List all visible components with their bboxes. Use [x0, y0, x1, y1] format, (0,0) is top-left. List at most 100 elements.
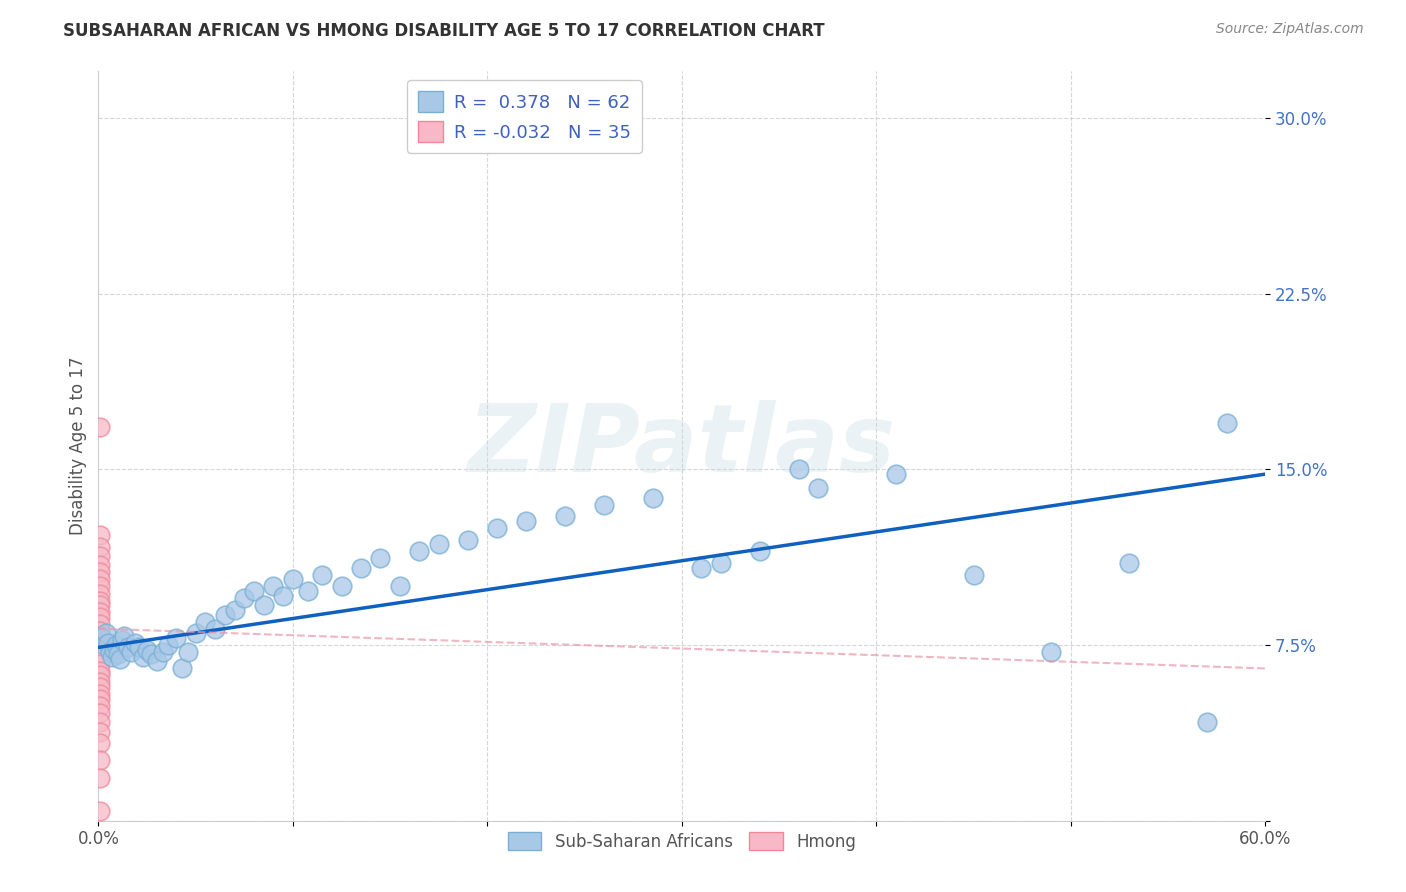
- Point: [194, 615, 217, 629]
- Point: [97, 635, 120, 649]
- Point: [457, 533, 479, 547]
- Point: [89, 706, 111, 720]
- Point: [121, 645, 143, 659]
- Point: [408, 544, 430, 558]
- Point: [89, 629, 111, 643]
- Point: [388, 580, 411, 594]
- Point: [101, 649, 124, 664]
- Point: [330, 580, 353, 594]
- Point: [89, 675, 111, 690]
- Point: [233, 591, 256, 606]
- Point: [152, 645, 174, 659]
- Y-axis label: Disability Age 5 to 17: Disability Age 5 to 17: [69, 357, 87, 535]
- Point: [297, 584, 319, 599]
- Point: [271, 589, 294, 603]
- Point: [427, 537, 450, 551]
- Point: [710, 556, 733, 570]
- Point: [157, 638, 180, 652]
- Point: [554, 509, 576, 524]
- Point: [132, 649, 155, 664]
- Point: [1215, 416, 1237, 430]
- Point: [370, 551, 392, 566]
- Point: [214, 607, 236, 622]
- Point: [515, 514, 537, 528]
- Point: [262, 580, 284, 594]
- Point: [486, 521, 509, 535]
- Point: [104, 638, 127, 652]
- Point: [89, 652, 111, 666]
- Point: [89, 657, 111, 671]
- Point: [165, 631, 187, 645]
- Point: [89, 640, 111, 655]
- Point: [91, 631, 114, 645]
- Point: [281, 573, 304, 587]
- Point: [112, 629, 135, 643]
- Point: [107, 648, 129, 662]
- Point: [204, 622, 226, 636]
- Point: [89, 566, 111, 580]
- Point: [89, 617, 111, 632]
- Point: [89, 687, 111, 701]
- Point: [89, 805, 111, 819]
- Point: [224, 603, 246, 617]
- Point: [641, 491, 664, 505]
- Text: ZIPatlas: ZIPatlas: [468, 400, 896, 492]
- Point: [89, 668, 111, 682]
- Point: [89, 648, 111, 662]
- Point: [884, 467, 907, 482]
- Point: [593, 498, 616, 512]
- Point: [89, 580, 111, 594]
- Point: [89, 605, 111, 619]
- Point: [243, 584, 266, 599]
- Point: [89, 680, 111, 694]
- Point: [89, 549, 111, 563]
- Legend: Sub-Saharan Africans, Hmong: Sub-Saharan Africans, Hmong: [502, 826, 862, 857]
- Point: [89, 586, 111, 600]
- Point: [89, 599, 111, 613]
- Point: [177, 645, 200, 659]
- Point: [89, 772, 111, 786]
- Point: [89, 573, 111, 587]
- Point: [89, 420, 111, 434]
- Point: [170, 661, 193, 675]
- Text: Source: ZipAtlas.com: Source: ZipAtlas.com: [1216, 22, 1364, 37]
- Point: [139, 648, 162, 662]
- Point: [807, 481, 830, 495]
- Point: [350, 561, 373, 575]
- Point: [89, 558, 111, 573]
- Point: [89, 753, 111, 767]
- Point: [128, 640, 150, 655]
- Point: [89, 664, 111, 678]
- Point: [89, 593, 111, 607]
- Point: [962, 567, 984, 582]
- Point: [96, 626, 118, 640]
- Point: [111, 633, 134, 648]
- Point: [89, 624, 111, 638]
- Point: [89, 540, 111, 554]
- Point: [117, 640, 139, 655]
- Point: [98, 645, 121, 659]
- Point: [1195, 715, 1218, 730]
- Point: [89, 528, 111, 542]
- Point: [89, 724, 111, 739]
- Point: [1118, 556, 1140, 570]
- Point: [89, 635, 111, 649]
- Point: [103, 642, 125, 657]
- Point: [253, 599, 276, 613]
- Point: [1040, 645, 1063, 659]
- Point: [427, 123, 450, 137]
- Point: [89, 692, 111, 706]
- Point: [311, 567, 333, 582]
- Point: [748, 544, 770, 558]
- Point: [787, 462, 810, 476]
- Point: [89, 715, 111, 730]
- Point: [89, 610, 111, 624]
- Point: [136, 642, 159, 657]
- Point: [690, 561, 713, 575]
- Point: [89, 736, 111, 750]
- Point: [108, 652, 131, 666]
- Point: [184, 626, 207, 640]
- Point: [93, 638, 115, 652]
- Point: [124, 635, 146, 649]
- Point: [89, 698, 111, 713]
